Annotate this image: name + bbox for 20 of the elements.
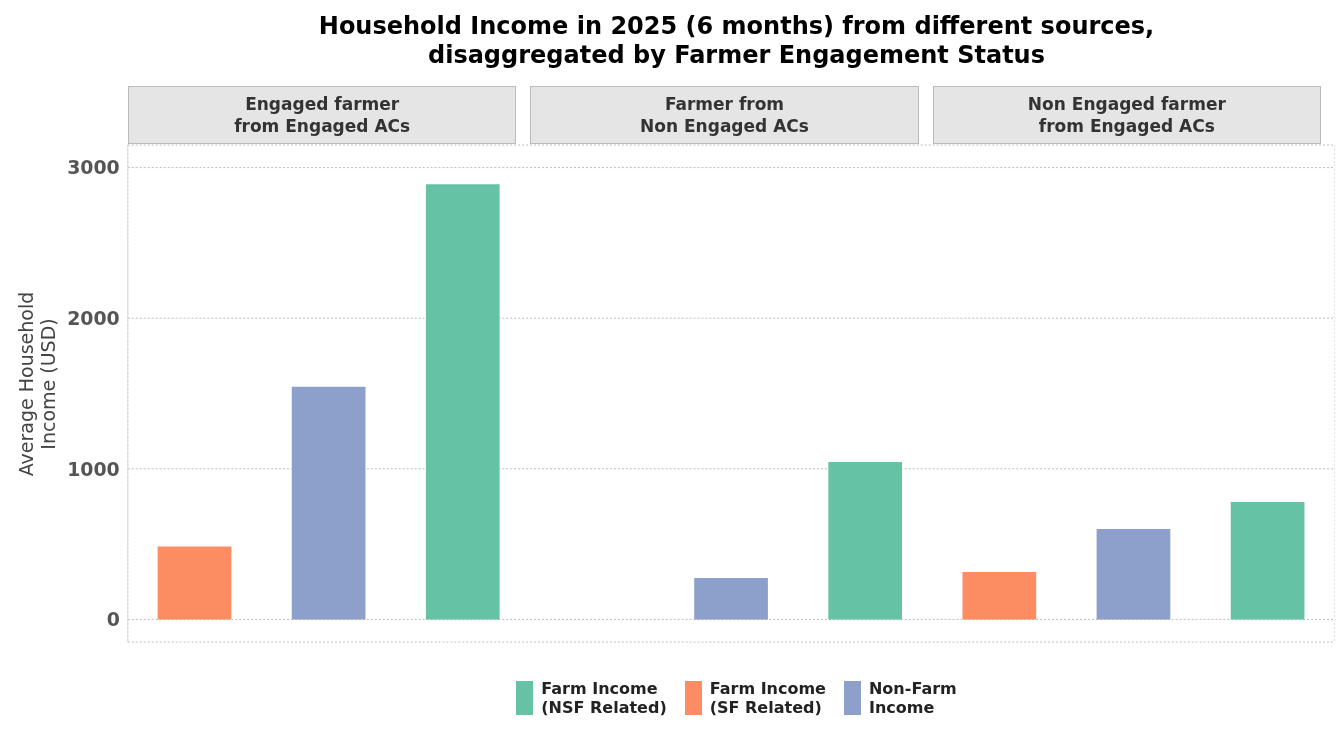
y-tick-label: 0: [106, 608, 120, 631]
y-tick-label: 3000: [67, 156, 120, 179]
chart-title: Household Income in 2025 (6 months) from different sources, disaggregated by Farmer Engagement Status: [317, 12, 1156, 70]
text: Non Engaged farmer from Engaged ACs: [1027, 93, 1226, 137]
bar: [1230, 501, 1305, 620]
bar: [962, 571, 1037, 620]
y-axis-title: Average Household Income (USD): [15, 291, 59, 477]
legend-label: Farm Income (NSF Related): [541, 679, 667, 717]
bar: [425, 184, 500, 620]
text: Engaged farmer from Engaged ACs: [234, 93, 411, 137]
y-tick-label: 1000: [67, 457, 120, 480]
bar: [291, 386, 366, 620]
bar: [828, 462, 903, 620]
bar: [157, 546, 232, 620]
text: Farmer from Non Engaged ACs: [640, 93, 809, 137]
bar: [1096, 529, 1171, 620]
legend-label: Non-Farm Income: [868, 679, 957, 717]
y-tick-label: 2000: [67, 306, 120, 329]
bar: [694, 578, 768, 620]
legend-label: Farm Income (SF Related): [709, 679, 826, 717]
